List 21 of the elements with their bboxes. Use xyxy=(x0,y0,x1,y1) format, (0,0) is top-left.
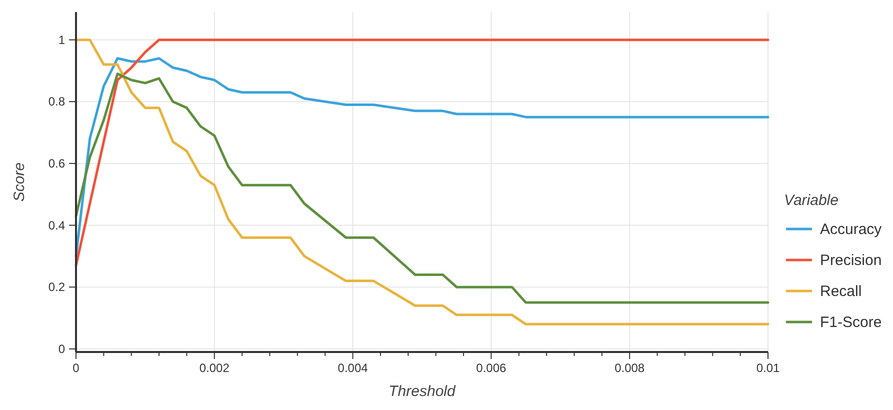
legend-title: Variable xyxy=(784,192,838,209)
x-axis-title: Threshold xyxy=(388,383,456,400)
legend-label: Precision xyxy=(820,252,882,269)
y-tick-label: 0.8 xyxy=(48,94,66,109)
legend-label: Accuracy xyxy=(820,221,882,238)
x-tick-label: 0.008 xyxy=(614,361,645,375)
line-series xyxy=(74,38,770,326)
y-tick-label: 0.2 xyxy=(48,280,66,294)
x-tick-label: 0.006 xyxy=(476,361,507,375)
y-tick-label: 0.4 xyxy=(48,218,66,232)
y-tick-label: 0 xyxy=(58,342,66,356)
y-tick-label: 0.6 xyxy=(48,156,66,170)
x-tick-label: 0.01 xyxy=(756,361,780,375)
legend-label: Recall xyxy=(820,283,862,300)
x-tick-label: 0.004 xyxy=(338,361,368,375)
x-tick-label: 0 xyxy=(72,361,80,375)
legend-label: F1-Score xyxy=(820,314,882,331)
x-tick-label: 0.002 xyxy=(199,361,230,375)
y-tick-label: 1 xyxy=(58,32,66,47)
line-series xyxy=(74,72,770,304)
y-axis-title: Score xyxy=(11,162,28,202)
